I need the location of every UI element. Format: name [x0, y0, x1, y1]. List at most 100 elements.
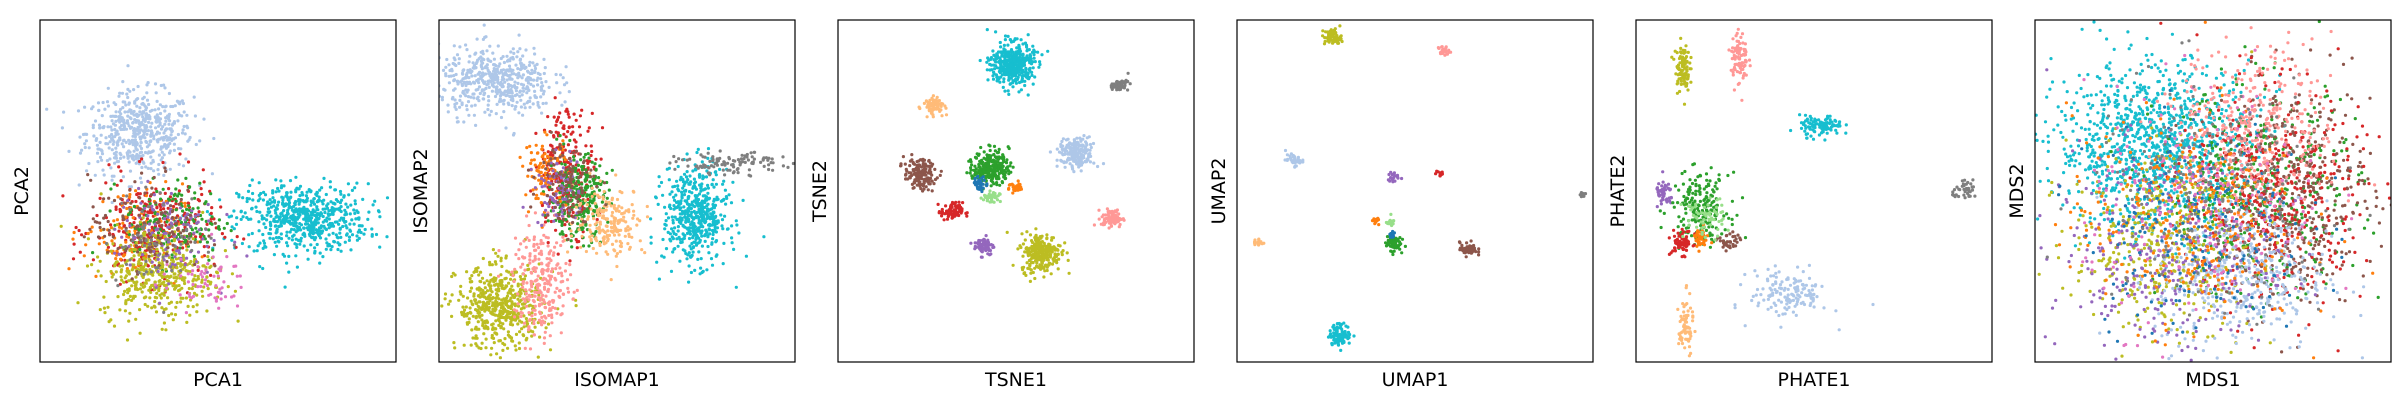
- scatter-point: [568, 259, 572, 263]
- scatter-point: [693, 268, 697, 272]
- scatter-point: [118, 91, 122, 95]
- scatter-point: [191, 282, 195, 287]
- scatter-point: [121, 100, 125, 104]
- scatter-point: [474, 334, 478, 338]
- scatter-point: [503, 316, 507, 320]
- scatter-point: [277, 224, 281, 229]
- scatter-point: [155, 130, 160, 134]
- scatter-point: [302, 244, 306, 248]
- cluster-7: [113, 179, 249, 305]
- scatter-point: [126, 87, 130, 91]
- scatter-point: [107, 146, 111, 150]
- scatter-point: [148, 296, 152, 300]
- scatter-point: [534, 143, 538, 147]
- scatter-point: [177, 248, 181, 252]
- scatter-point: [543, 157, 547, 161]
- scatter-point: [98, 259, 102, 263]
- scatter-point: [160, 262, 164, 266]
- scatter-point: [681, 158, 685, 162]
- scatter-point: [78, 250, 82, 254]
- scatter-point: [167, 282, 171, 286]
- scatter-point: [730, 224, 734, 228]
- scatter-point: [615, 264, 619, 269]
- scatter-point: [192, 291, 197, 295]
- scatter-point: [675, 179, 679, 183]
- scatter-point: [123, 289, 127, 293]
- scatter-point: [135, 280, 139, 284]
- scatter-point: [185, 227, 189, 231]
- scatter-point: [617, 209, 621, 213]
- scatter-point: [174, 216, 178, 220]
- scatter-point: [262, 190, 266, 194]
- scatter-point: [159, 147, 163, 151]
- scatter-point: [696, 166, 700, 170]
- scatter-point: [103, 107, 107, 111]
- scatter-point: [77, 228, 81, 233]
- scatter-point: [167, 122, 171, 126]
- scatter-point: [683, 233, 687, 238]
- scatter-point: [751, 160, 755, 164]
- scatter-point: [590, 186, 594, 190]
- scatter-point: [552, 115, 556, 119]
- scatter-point: [718, 167, 722, 171]
- scatter-point: [298, 242, 302, 246]
- scatter-point: [176, 194, 180, 198]
- scatter-point: [160, 156, 164, 160]
- scatter-point: [162, 173, 166, 177]
- scatter-point: [201, 210, 205, 214]
- scatter-point: [165, 278, 169, 283]
- scatter-point: [321, 202, 325, 206]
- scatter-point: [699, 222, 703, 226]
- scatter-point: [605, 217, 609, 221]
- scatter-point: [85, 264, 90, 268]
- scatter-point: [563, 148, 567, 152]
- scatter-point: [151, 264, 155, 268]
- scatter-point: [563, 100, 567, 104]
- scatter-point: [268, 198, 272, 202]
- scatter-point: [134, 199, 138, 204]
- scatter-point: [619, 241, 624, 245]
- scatter-point: [591, 177, 595, 181]
- cluster-1: [439, 23, 571, 137]
- scatter-point: [476, 58, 480, 62]
- scatter-point: [141, 216, 145, 220]
- scatter-point: [275, 244, 279, 248]
- scatter-point: [182, 110, 186, 114]
- scatter-point: [80, 148, 84, 152]
- scatter-point: [610, 210, 615, 215]
- scatter-point: [294, 190, 298, 194]
- scatter-point: [530, 158, 534, 162]
- scatter-point: [91, 217, 95, 221]
- scatter-point: [168, 275, 172, 279]
- scatter-point: [272, 253, 276, 257]
- scatter-point: [721, 182, 725, 186]
- scatter-point: [67, 149, 71, 153]
- scatter-point: [141, 115, 145, 119]
- scatter-point: [110, 178, 114, 182]
- scatter-point: [165, 243, 170, 247]
- scatter-point: [265, 203, 269, 207]
- scatter-point: [707, 166, 711, 170]
- scatter-point: [157, 153, 161, 157]
- scatter-point: [687, 217, 691, 221]
- scatter-point: [124, 300, 128, 304]
- scatter-point: [160, 270, 164, 274]
- scatter-point: [469, 286, 474, 290]
- scatter-point: [447, 302, 451, 306]
- scatter-point: [157, 162, 161, 167]
- scatter-point: [104, 279, 108, 284]
- scatter-point: [173, 192, 177, 196]
- scatter-point: [595, 239, 599, 243]
- scatter-point: [554, 228, 558, 232]
- scatter-point: [212, 274, 216, 278]
- scatter-point: [713, 219, 717, 223]
- scatter-point: [620, 191, 624, 195]
- scatter-point: [78, 135, 82, 139]
- scatter-point: [182, 124, 186, 129]
- scatter-point: [371, 203, 375, 207]
- scatter-point: [212, 217, 216, 221]
- scatter-point: [137, 186, 141, 191]
- scatter-point: [306, 248, 310, 252]
- scatter-point: [98, 225, 102, 230]
- scatter-point: [196, 274, 200, 279]
